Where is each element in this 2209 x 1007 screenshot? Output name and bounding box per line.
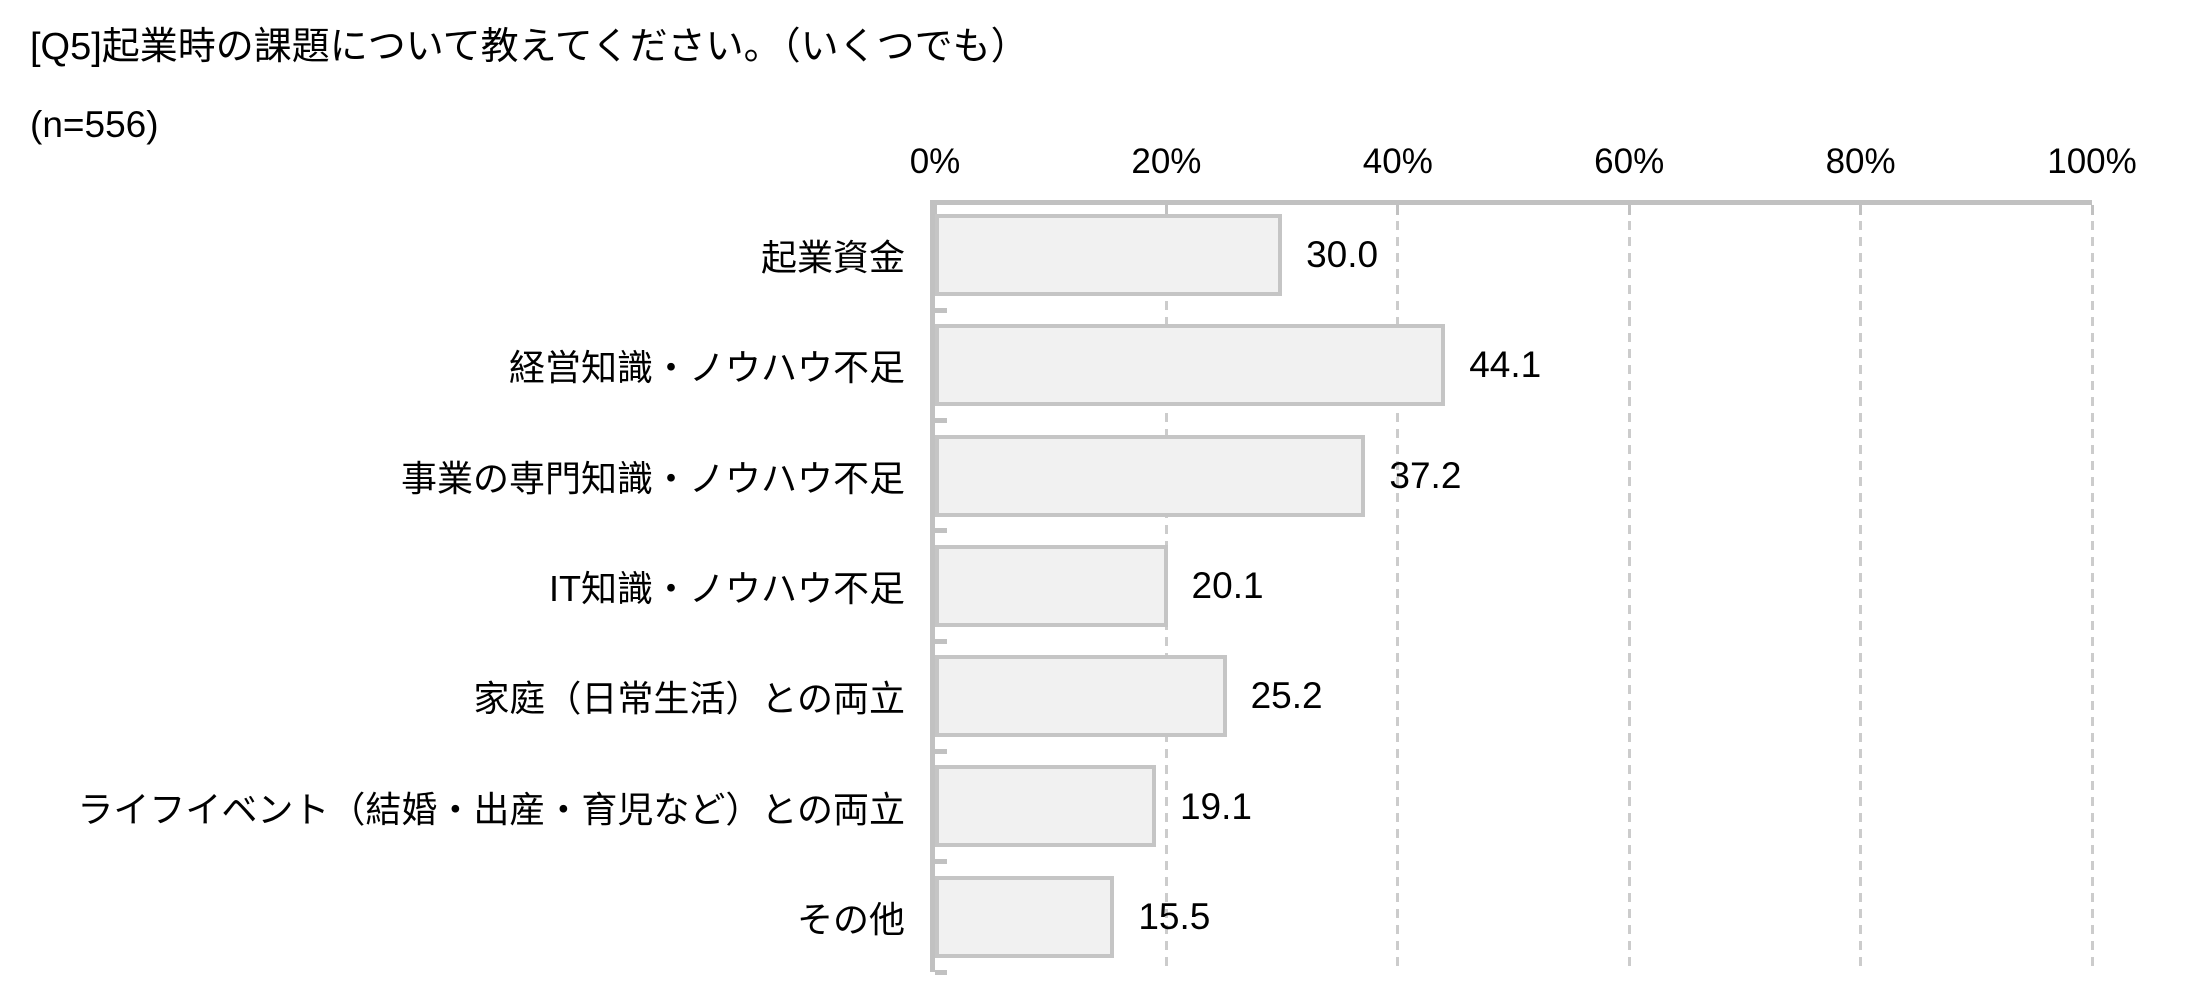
bar [935, 544, 1168, 627]
bar-row: 19.1 [935, 751, 2092, 861]
category-label: 事業の専門知識・ノウハウ不足 [400, 457, 905, 499]
y-axis-tick [935, 528, 947, 534]
bar-value-label: 19.1 [1179, 785, 1252, 827]
x-axis-tick-label: 20% [1131, 142, 1202, 181]
x-axis-tick-label: 60% [1594, 142, 1665, 181]
x-axis-tick [1164, 205, 1168, 215]
bar-value-label: 37.2 [1389, 454, 1462, 496]
category-label: 家庭（日常生活）との両立 [473, 678, 905, 720]
bar-value-label: 15.5 [1138, 895, 1211, 937]
bar-row: 44.1 [935, 310, 2092, 420]
bar-row: 25.2 [935, 641, 2092, 751]
bar-row: 30.0 [935, 200, 2092, 310]
category-labels: 起業資金経営知識・ノウハウ不足事業の専門知識・ノウハウ不足 IT知識・ノウハウ不足… [0, 200, 905, 972]
bar [935, 214, 1283, 296]
category-label: 経営知識・ノウハウ不足 [508, 347, 905, 389]
x-axis-tick [2090, 205, 2094, 215]
x-axis-tick-label: 100% [2047, 142, 2137, 181]
x-axis-tick [933, 205, 937, 215]
bar-row: 37.2 [935, 421, 2092, 531]
y-axis-tick [935, 418, 947, 424]
y-axis-tick [935, 307, 947, 313]
plot-area: 30.0 44.1 37.2 20.1 25.2 19.1 15.5 [930, 200, 2094, 975]
x-axis-tick-label: 40% [1362, 142, 1433, 181]
x-axis-tick [1859, 205, 1863, 215]
y-axis-tick [935, 859, 947, 865]
category-label: IT知識・ノウハウ不足 [549, 567, 905, 609]
bar [935, 765, 1156, 848]
sample-size: (n=556) [30, 104, 159, 145]
bar-value-label: 25.2 [1250, 675, 1323, 717]
y-axis-tick [935, 748, 947, 754]
y-axis-tick [935, 638, 947, 644]
category-label: その他 [796, 898, 905, 940]
gridline [1396, 205, 1400, 972]
category-label: ライフイベント（結婚・出産・育児など）との両立 [77, 788, 905, 830]
bar-value-label: 30.0 [1306, 234, 1379, 276]
bar [935, 324, 1446, 407]
bar [935, 655, 1227, 738]
x-axis-tick-label: 80% [1825, 142, 1896, 181]
bar [935, 875, 1115, 958]
bar-row: 15.5 [935, 862, 2092, 972]
x-axis-tick [1627, 205, 1631, 215]
bar-row: 20.1 [935, 531, 2092, 641]
bar [935, 434, 1366, 517]
gridline [2090, 205, 2094, 972]
gridline [1627, 205, 1631, 972]
x-axis-tick-label: 0% [909, 142, 961, 181]
y-axis-line [930, 200, 935, 972]
gridline [1859, 205, 1863, 972]
bar-value-label: 44.1 [1469, 344, 1542, 386]
bar-value-label: 20.1 [1191, 564, 1264, 606]
chart-title: [Q5]起業時の課題について教えてください。（いくつでも） [30, 26, 1029, 68]
x-axis-tick [1396, 205, 1400, 215]
x-axis-line [930, 200, 2092, 205]
x-axis-labels: 0% 20% 40% 60% 80% 100% [910, 140, 2137, 184]
category-label: 起業資金 [760, 237, 905, 279]
y-axis-tick [935, 969, 947, 975]
